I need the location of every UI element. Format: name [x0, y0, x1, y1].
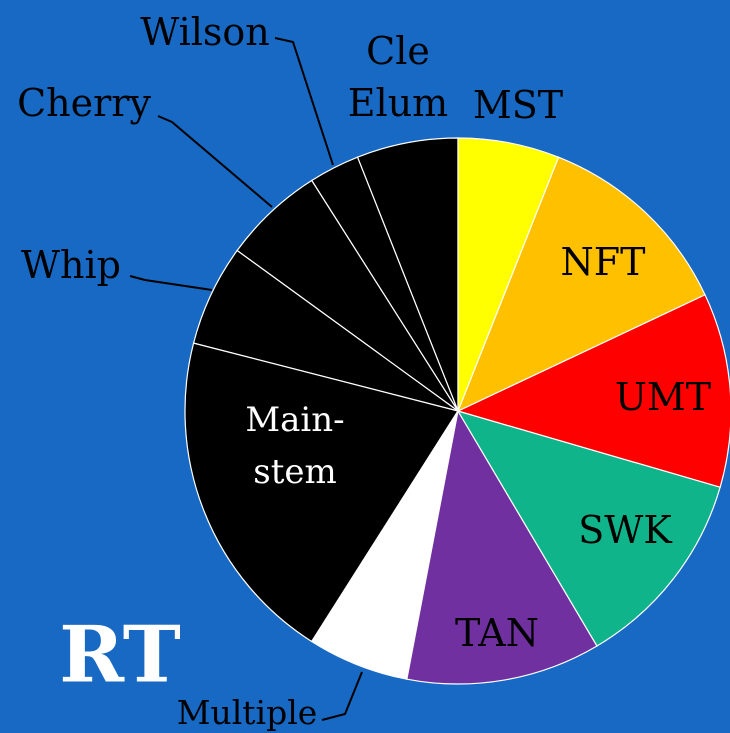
slice-label: TAN — [455, 611, 539, 655]
slice-label: MST — [472, 83, 564, 127]
slice-label: Cle Elum — [347, 29, 449, 125]
pie-slice — [406, 409, 598, 685]
slice-label: Multiple — [176, 693, 318, 732]
slice-label: NFT — [560, 240, 646, 284]
chart-title: RT — [59, 609, 181, 701]
pie-slice — [456, 156, 706, 413]
slice-label: UMT — [614, 375, 712, 419]
slice-label: Wilson — [140, 10, 270, 54]
leader-lines — [129, 37, 363, 721]
slice-label: Cherry — [17, 81, 151, 125]
leader-line — [157, 115, 273, 208]
pie-slice — [457, 137, 560, 412]
leader-line — [129, 275, 213, 291]
leader-line — [321, 671, 363, 721]
slice-label: Main-stem — [245, 400, 345, 492]
pie-slice — [184, 342, 459, 643]
slice-label: SWK — [578, 508, 672, 552]
pie-slice — [456, 293, 730, 488]
leader-line — [274, 37, 334, 166]
pie-slice — [456, 410, 721, 647]
slice-label: Whip — [20, 243, 121, 287]
